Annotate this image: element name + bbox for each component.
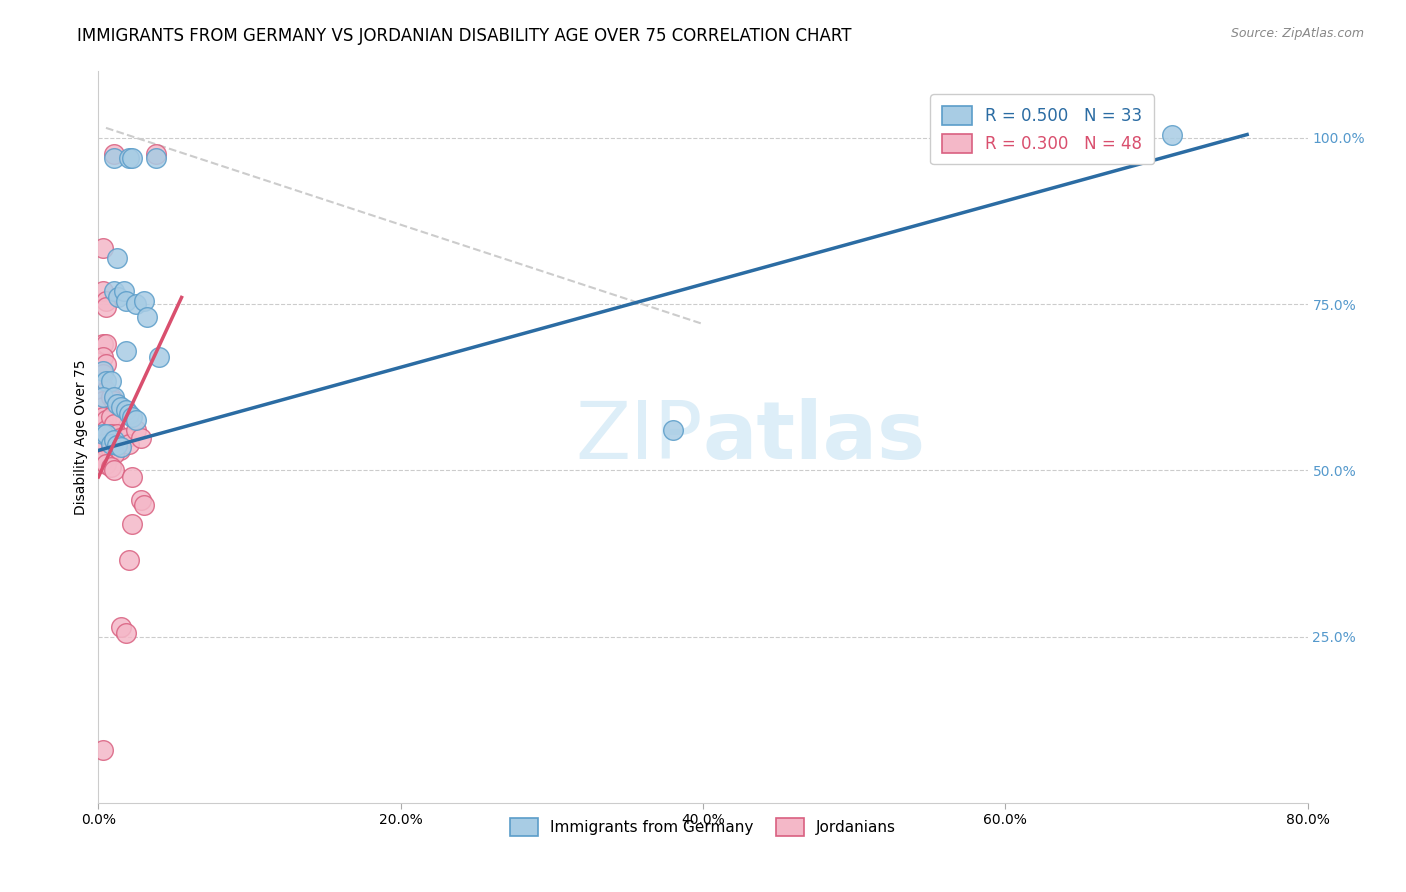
- Point: [108, 431, 131, 445]
- Point: [121, 516, 143, 531]
- Text: Source: ZipAtlas.com: Source: ZipAtlas.com: [1230, 27, 1364, 40]
- Point: [103, 447, 125, 461]
- Point: [118, 407, 141, 421]
- Point: [114, 293, 136, 308]
- Point: [118, 436, 141, 450]
- Point: [110, 440, 132, 454]
- Point: [125, 297, 148, 311]
- Point: [105, 397, 128, 411]
- Point: [91, 453, 114, 467]
- Point: [94, 440, 117, 454]
- Point: [91, 351, 114, 365]
- Point: [94, 357, 117, 371]
- Point: [94, 426, 117, 441]
- Point: [103, 463, 125, 477]
- Point: [103, 151, 125, 165]
- Point: [100, 443, 122, 458]
- Point: [100, 460, 122, 475]
- Point: [105, 426, 128, 441]
- Point: [661, 424, 683, 438]
- Point: [94, 374, 117, 388]
- Point: [103, 147, 125, 161]
- Point: [145, 151, 167, 165]
- Point: [132, 293, 155, 308]
- Point: [91, 436, 114, 450]
- Point: [91, 400, 114, 414]
- Point: [91, 284, 114, 298]
- Point: [114, 343, 136, 358]
- Point: [94, 413, 117, 427]
- Point: [91, 426, 114, 441]
- Point: [114, 431, 136, 445]
- Point: [145, 147, 167, 161]
- Point: [121, 410, 143, 425]
- Point: [103, 417, 125, 431]
- Point: [91, 337, 114, 351]
- Text: IMMIGRANTS FROM GERMANY VS JORDANIAN DISABILITY AGE OVER 75 CORRELATION CHART: IMMIGRANTS FROM GERMANY VS JORDANIAN DIS…: [77, 27, 852, 45]
- Point: [103, 390, 125, 404]
- Y-axis label: Disability Age Over 75: Disability Age Over 75: [75, 359, 89, 515]
- Point: [135, 310, 157, 325]
- Point: [103, 393, 125, 408]
- Point: [103, 284, 125, 298]
- Point: [91, 410, 114, 425]
- Point: [94, 384, 117, 398]
- Point: [105, 438, 128, 452]
- Point: [91, 390, 114, 404]
- Point: [114, 626, 136, 640]
- Point: [91, 363, 114, 377]
- Point: [108, 443, 131, 458]
- Point: [110, 400, 132, 414]
- Point: [105, 438, 128, 452]
- Point: [112, 284, 135, 298]
- Point: [100, 390, 122, 404]
- Point: [91, 393, 114, 408]
- Text: atlas: atlas: [703, 398, 927, 476]
- Point: [129, 431, 152, 445]
- Text: ZIP: ZIP: [575, 398, 703, 476]
- Point: [91, 742, 114, 756]
- Point: [105, 251, 128, 265]
- Point: [121, 151, 143, 165]
- Point: [132, 498, 155, 512]
- Point: [125, 424, 148, 438]
- Point: [100, 426, 122, 441]
- Point: [103, 434, 125, 448]
- Legend: Immigrants from Germany, Jordanians: Immigrants from Germany, Jordanians: [499, 807, 907, 847]
- Point: [110, 619, 132, 633]
- Point: [94, 301, 117, 315]
- Point: [94, 457, 117, 471]
- Point: [91, 380, 114, 394]
- Point: [91, 241, 114, 255]
- Point: [94, 337, 117, 351]
- Point: [1160, 128, 1182, 142]
- Point: [94, 424, 117, 438]
- Point: [125, 413, 148, 427]
- Point: [129, 493, 152, 508]
- Point: [100, 410, 122, 425]
- Point: [118, 553, 141, 567]
- Point: [118, 151, 141, 165]
- Point: [94, 293, 117, 308]
- Point: [121, 470, 143, 484]
- Point: [148, 351, 170, 365]
- Point: [103, 431, 125, 445]
- Point: [100, 374, 122, 388]
- Point: [91, 367, 114, 381]
- Point: [100, 436, 122, 450]
- Point: [107, 290, 129, 304]
- Point: [114, 403, 136, 417]
